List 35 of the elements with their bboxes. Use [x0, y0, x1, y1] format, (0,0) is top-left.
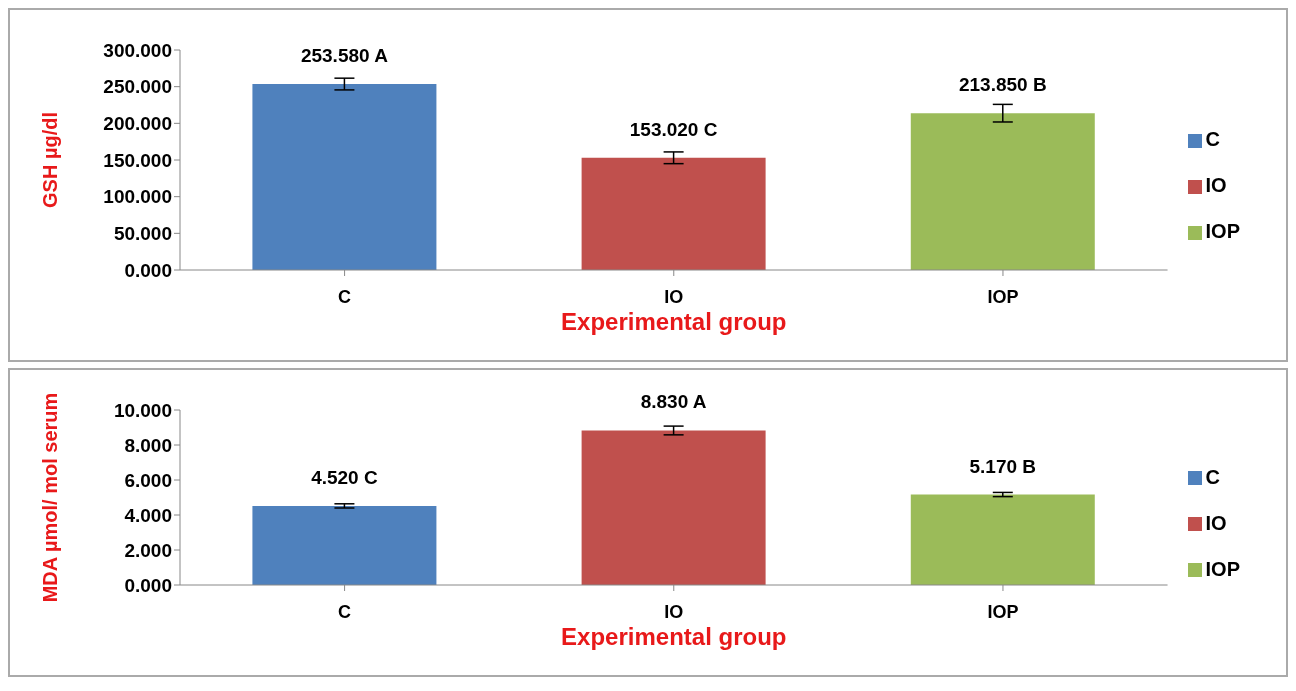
y-axis-title: MDA µmol/ mol serum: [39, 392, 62, 603]
y-tick-label: 4.000: [124, 504, 172, 526]
data-label: 5.170 B: [969, 455, 1037, 477]
x-tick-label: IO: [664, 286, 684, 307]
y-tick-label: 100.000: [103, 186, 172, 208]
data-label: 153.020 C: [629, 118, 718, 140]
x-axis-title: Experimental group: [561, 308, 787, 335]
data-label: 213.850 B: [958, 74, 1047, 96]
legend-label: IO: [1205, 511, 1227, 534]
y-tick-label: 250.000: [103, 76, 172, 98]
data-label: 253.580 A: [300, 45, 389, 67]
x-tick-label: C: [338, 601, 352, 622]
x-tick-label: IO: [664, 601, 684, 622]
y-tick-label: 200.000: [103, 113, 172, 135]
y-tick-label: 50.000: [113, 223, 172, 245]
x-axis-title: Experimental group: [561, 623, 787, 650]
y-tick-label: 6.000: [124, 469, 172, 491]
y-tick-label: 300.000: [103, 39, 172, 61]
y-tick-label: 0.000: [124, 574, 172, 596]
data-label: 4.520 C: [311, 466, 378, 488]
legend-label: C: [1205, 465, 1220, 488]
data-label: 8.830 A: [640, 391, 707, 413]
y-tick-label: 2.000: [124, 539, 172, 561]
y-axis-title: GSH µg/dl: [39, 112, 62, 208]
y-tick-label: 8.000: [124, 434, 172, 456]
legend-label: C: [1205, 128, 1220, 150]
legend-label: IOP: [1205, 557, 1240, 580]
legend-label: IO: [1205, 174, 1227, 196]
x-tick-label: IOP: [987, 601, 1019, 622]
y-tick-label: 10.000: [113, 399, 172, 421]
x-tick-label: IOP: [987, 286, 1019, 307]
y-tick-label: 0.000: [124, 259, 172, 281]
y-tick-label: 150.000: [103, 149, 172, 171]
legend-label: IOP: [1205, 220, 1240, 242]
x-tick-label: C: [338, 286, 352, 307]
